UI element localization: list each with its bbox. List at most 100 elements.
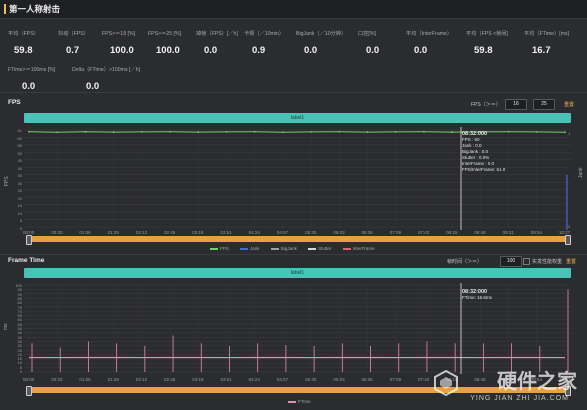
- legend-swatch: [240, 248, 249, 250]
- x-tick-label: 04:57: [276, 377, 289, 382]
- fps-range-min-input[interactable]: 16: [505, 99, 527, 110]
- y-tick-label: 35: [17, 338, 22, 344]
- fps-tooltip-line: InterFrame : 0.0: [462, 161, 495, 166]
- frametime-plot-area[interactable]: [24, 283, 571, 374]
- x-tick-label: 05:30: [305, 230, 317, 235]
- fps-range-label: FPS（＞＝）: [471, 102, 501, 108]
- x-tick-label: 07:09: [389, 377, 401, 382]
- legend-item-jank[interactable]: Jank: [240, 246, 260, 251]
- stat-value: 100.0: [110, 45, 134, 56]
- stat-item: BigJank（／10分钟） 0.0: [296, 30, 346, 56]
- frametime-threshold-input[interactable]: 100: [500, 256, 522, 267]
- x-tick-label: 08:15: [446, 377, 458, 382]
- frametime-range-slider[interactable]: [26, 386, 571, 396]
- stat-value: 0.7: [66, 45, 80, 56]
- fps-point: [253, 130, 256, 133]
- frametime-tooltip-time: 08:32:000: [462, 289, 488, 295]
- y-tick-label: 60: [17, 317, 22, 323]
- x-tick-label: 02:12: [135, 377, 148, 382]
- stat-value: 100.0: [156, 45, 180, 56]
- fps-point: [366, 131, 369, 133]
- title-accent: [4, 4, 6, 14]
- watermark-subtext: YING JIAN ZHI JIA.COM: [470, 395, 569, 402]
- stat-value: 0.0: [366, 45, 380, 56]
- frametime-series-bar[interactable]: label1: [24, 268, 571, 278]
- legend-item-fps[interactable]: FPS: [210, 246, 229, 251]
- y-tick-label: 55: [17, 321, 22, 327]
- fps-point: [84, 130, 87, 133]
- fps-point: [112, 131, 115, 133]
- y-tick-label: 45: [17, 158, 22, 164]
- stat-value: 59.8: [14, 45, 33, 56]
- fps-point: [56, 131, 59, 134]
- frametime-threshold-label: 帧时间（＞＝）: [447, 259, 483, 265]
- fps-point: [507, 130, 510, 133]
- frametime-series-label: label1: [290, 270, 305, 276]
- frametime-slider-right-handle[interactable]: [565, 386, 571, 396]
- legend-swatch: [288, 401, 296, 403]
- fps-point: [225, 131, 228, 133]
- stat-item: 平均（FPS） 59.8: [8, 30, 39, 56]
- fps-tooltip-line: FPS/InterFrame: 61.0: [462, 167, 506, 172]
- fps-tooltip-line: Jank : 0.0: [462, 143, 482, 148]
- fps-point: [394, 131, 397, 133]
- stat-label: Delta（FTime）>100ms [／h]: [72, 67, 140, 73]
- fps-tooltip-line: FPS : 60: [462, 137, 480, 142]
- x-tick-label: 06:03: [333, 377, 345, 382]
- legend-label: InterFrame: [352, 246, 375, 251]
- y-tick-label: 95: [17, 287, 22, 293]
- legend-item-stutter[interactable]: Stutter: [308, 246, 331, 251]
- frametime-weight-checkbox[interactable]: 实发性能权重: [523, 258, 562, 266]
- watermark-text: 硬件之家: [497, 371, 577, 393]
- y-tick-label: 50: [17, 150, 22, 156]
- legend-swatch: [342, 248, 351, 250]
- stat-label: 抖动（FPS）: [58, 31, 89, 37]
- x-tick-label: 01:06: [79, 377, 91, 382]
- fps-reset-button[interactable]: 重置: [564, 102, 575, 108]
- y-tick-label: 100: [15, 283, 22, 288]
- frametime-slider-left-handle[interactable]: [26, 386, 32, 396]
- x-tick-label: 04:24: [248, 377, 260, 382]
- stat-value: 16.7: [532, 45, 551, 56]
- x-tick-label: 04:57: [276, 230, 289, 235]
- legend-swatch: [210, 248, 218, 250]
- x-tick-label: 09:21: [502, 230, 514, 235]
- y-tick-label: 50: [17, 326, 22, 331]
- fps-range-slider[interactable]: [26, 235, 571, 245]
- y-tick-label: 15: [17, 356, 22, 362]
- x-tick-label: 06:36: [361, 377, 373, 382]
- x-tick-label: 07:42: [417, 230, 430, 235]
- fps-slider-left-handle[interactable]: [26, 235, 32, 245]
- y-tick-label: 85: [17, 295, 22, 301]
- stat-label: 平均（FPS）: [8, 31, 39, 37]
- checkbox-box[interactable]: [523, 258, 530, 266]
- fps-slider-right-handle[interactable]: [565, 235, 571, 245]
- y-tick-label: 80: [17, 300, 22, 306]
- stat-label: 口控[%]: [358, 31, 376, 37]
- stat-label: BigJank（／10分钟）: [296, 31, 347, 37]
- y-tick-label: 25: [17, 347, 22, 353]
- fps-series-bar[interactable]: label1: [24, 113, 571, 123]
- fps-series-label: label1: [290, 115, 305, 121]
- y-tick-label: 25: [17, 188, 22, 194]
- fps-range-max-input[interactable]: 25: [533, 99, 555, 110]
- watermark-logo-icon: [434, 370, 458, 396]
- x-tick-label: 01:06: [79, 230, 91, 235]
- legend-swatch: [270, 248, 279, 250]
- x-tick-label: 00:33: [51, 377, 63, 382]
- fps-plot-area[interactable]: [24, 127, 571, 230]
- x-tick-label: 10:27: [559, 230, 571, 235]
- legend-item-bigjank[interactable]: BigJank: [270, 246, 297, 251]
- x-tick-label: 00:33: [51, 230, 63, 235]
- legend-item-interframe[interactable]: InterFrame: [342, 246, 375, 251]
- x-tick-label: 08:48: [474, 230, 486, 235]
- legend-label: Jank: [250, 246, 260, 251]
- frametime-reset-button[interactable]: 重置: [566, 259, 577, 265]
- fps-point: [423, 130, 425, 133]
- y-tick-label: 5: [19, 218, 22, 224]
- stat-item: 掉帧（FPS）[／h] 0.0: [196, 30, 238, 56]
- stat-value: 0.0: [304, 45, 318, 56]
- legend-item-ftime[interactable]: FTime: [288, 399, 311, 404]
- frametime-tooltip-line: FTime: 16.6ms: [462, 295, 492, 300]
- y-tick-label: 40: [17, 334, 22, 340]
